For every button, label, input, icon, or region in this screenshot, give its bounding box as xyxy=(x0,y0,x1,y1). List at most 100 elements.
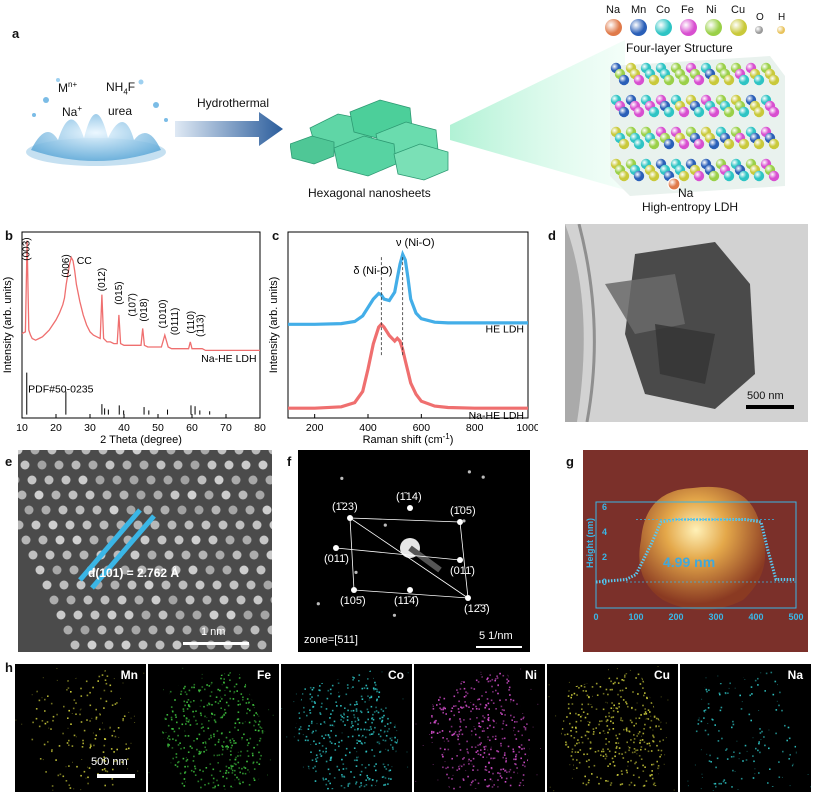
panel-e-label: e xyxy=(5,454,13,469)
peak-annotation: (018) xyxy=(139,298,150,321)
atom-legend-label-ni: Ni xyxy=(706,4,717,16)
lattice-spot xyxy=(153,490,163,500)
panel-a-label: a xyxy=(12,26,20,41)
ldh-atom xyxy=(693,74,705,86)
hrtem-lattice-image: d(101) = 2.762 Å 1 nm xyxy=(18,450,272,652)
atom-legend-dot-cu xyxy=(730,19,747,36)
afm-image: 0 100 200 300 400 500 0 2 4 6 Height (nm) 4.99 nm xyxy=(583,450,808,652)
reciprocal-lattice-diagonal xyxy=(349,517,469,599)
lattice-spot xyxy=(89,535,99,545)
lattice-spot xyxy=(24,505,34,515)
lattice-fringe-line xyxy=(78,508,142,582)
lattice-spot xyxy=(158,610,168,620)
ldh-atom xyxy=(633,170,645,182)
lattice-spot xyxy=(258,460,268,470)
afm-plot-frame xyxy=(595,501,797,609)
lattice-spot xyxy=(56,610,66,620)
eds-map-fe: Fe xyxy=(148,664,279,792)
spot-index-label: (1̄14) xyxy=(396,491,422,503)
lattice-spot xyxy=(200,450,210,455)
raman-chart: 200 400 600 800 1000 Raman shift (cm-1) Intens… xyxy=(268,231,538,446)
four-layer-structure-title: Four-layer Structure xyxy=(626,41,733,55)
lattice-spot xyxy=(134,595,144,605)
hrtem-scale-label: 1 nm xyxy=(201,626,226,638)
beam-stopper xyxy=(408,545,442,573)
ldh-atom xyxy=(768,106,780,118)
lattice-spot xyxy=(188,565,198,575)
lattice-spot xyxy=(65,520,75,530)
lattice-spot xyxy=(228,505,238,515)
lattice-spot xyxy=(267,625,272,635)
lattice-spot xyxy=(270,596,272,604)
ldh-atom xyxy=(738,138,750,150)
lattice-spot xyxy=(114,625,124,635)
x-tick-label: 60 xyxy=(186,422,198,434)
x-tick-label: 40 xyxy=(118,422,130,434)
eds-map-na: Na xyxy=(680,664,811,792)
lattice-spot xyxy=(105,460,115,470)
lattice-spot xyxy=(132,450,142,455)
ldh-atom xyxy=(738,106,750,118)
afm-x-tick-label: 300 xyxy=(708,612,723,622)
lattice-spot xyxy=(130,550,140,560)
lattice-spot xyxy=(59,580,69,590)
lattice-spot xyxy=(178,580,188,590)
lattice-spot xyxy=(18,520,24,530)
peak-annotation: (012) xyxy=(97,268,108,291)
lattice-spot xyxy=(71,460,81,470)
x-tick-label: 80 xyxy=(254,422,266,434)
lattice-spot xyxy=(225,535,235,545)
lattice-spot xyxy=(31,520,41,530)
lattice-spot xyxy=(35,565,45,575)
lattice-spot xyxy=(138,640,148,650)
plot-frame xyxy=(21,231,261,419)
lattice-spot xyxy=(139,460,149,470)
panel-f-label: f xyxy=(287,454,292,469)
lattice-spot xyxy=(172,640,182,650)
hydrothermal-label: Hydrothermal xyxy=(197,96,270,110)
ldh-atom xyxy=(618,170,630,182)
ldh-atom xyxy=(633,106,645,118)
lattice-spot xyxy=(21,535,31,545)
diffraction-spot-faint xyxy=(383,523,387,527)
spot-index-label: (1̄23) xyxy=(332,501,358,513)
lattice-spot xyxy=(68,490,78,500)
lattice-spot xyxy=(175,610,185,620)
lattice-spot xyxy=(34,490,44,500)
diffraction-spot-faint xyxy=(392,613,397,617)
tem-image: 500 nm xyxy=(565,224,808,422)
lattice-spot xyxy=(243,610,253,620)
lattice-spot xyxy=(141,610,151,620)
ldh-atom xyxy=(753,138,765,150)
x-tick-label: 70 xyxy=(220,422,232,434)
eds-map-cu: Cu xyxy=(547,664,678,792)
x-axis-label: 2 Theta (degree) xyxy=(100,434,182,446)
lattice-spot xyxy=(167,520,177,530)
lattice-spot xyxy=(155,640,165,650)
ldh-atom xyxy=(693,170,705,182)
lattice-spot xyxy=(110,580,120,590)
lattice-spot xyxy=(226,610,236,620)
lattice-spot xyxy=(121,640,131,650)
ldh-atom xyxy=(708,170,720,182)
series-label: Na-HE LDH xyxy=(201,353,256,365)
afm-height-value: 4.99 nm xyxy=(663,554,716,570)
lattice-spot xyxy=(251,450,261,455)
peak-annotation: (015) xyxy=(114,281,125,304)
reactant-urea: urea xyxy=(108,104,133,118)
ldh-atom xyxy=(618,106,630,118)
lattice-spot xyxy=(268,450,272,455)
lattice-spot xyxy=(163,475,173,485)
lattice-spot xyxy=(127,580,137,590)
diffraction-spot-faint xyxy=(354,570,358,574)
eds-map-ni: Ni xyxy=(414,664,545,792)
lattice-spot xyxy=(157,535,167,545)
ldh-atom xyxy=(648,138,660,150)
x-tick-label: 30 xyxy=(84,422,96,434)
lattice-spot xyxy=(241,460,251,470)
tem-scale-label: 500 nm xyxy=(747,390,784,402)
lattice-spot xyxy=(166,450,176,455)
lattice-spot xyxy=(48,520,58,530)
lattice-spot xyxy=(41,505,51,515)
reference-label: PDF#50-0235 xyxy=(28,384,94,396)
